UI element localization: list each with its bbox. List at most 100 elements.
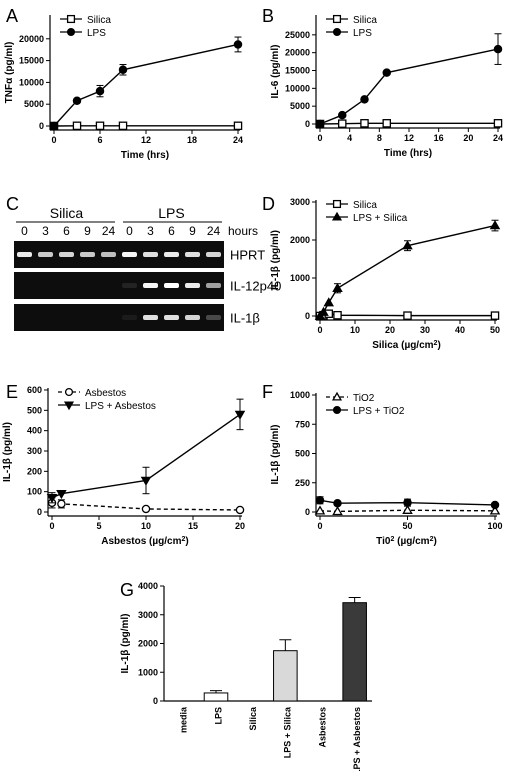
x-tick-label: 8	[377, 133, 382, 143]
data-point	[402, 240, 413, 250]
gel-band	[101, 252, 116, 257]
y-tick-label: 10000	[19, 77, 44, 87]
data-point	[233, 40, 243, 49]
y-tick-label: 15000	[19, 56, 44, 66]
bar	[273, 650, 298, 702]
y-tick-label: 500	[27, 405, 42, 415]
x-tick-label: 15	[188, 521, 198, 531]
y-tick-label: 2000	[138, 639, 158, 649]
x-axis-label-part: Time (hrs)	[384, 148, 432, 159]
legend-label: Silica	[353, 15, 377, 26]
x-tick-label: 20	[385, 325, 395, 335]
y-tick-label: 5000	[24, 99, 44, 109]
legend-marker	[332, 27, 342, 37]
legend-marker	[64, 387, 74, 397]
x-axis-label-part: )	[437, 340, 440, 351]
x-tick-label: 12	[404, 133, 414, 143]
series-line	[51, 502, 241, 511]
data-point	[318, 306, 329, 316]
legend-marker	[331, 391, 343, 401]
x-axis-label-part: Silica (µg/cm	[372, 340, 433, 351]
series-line	[319, 122, 498, 125]
gel-band	[143, 315, 158, 320]
x-axis-label-part: )	[185, 536, 188, 547]
y-tick-label: 100	[27, 487, 42, 497]
data-point	[382, 68, 391, 77]
panel-letter: F	[262, 382, 273, 402]
y-tick-label: 400	[27, 426, 42, 436]
series-line	[319, 509, 496, 513]
unit-label: hours	[228, 224, 258, 238]
legend-marker	[66, 27, 76, 37]
data-point	[235, 505, 245, 515]
chart-panel-a: A 0 5000 10000 15000 20000 0 6 12 18 24 Time (hrs) T…	[4, 6, 243, 161]
gel-band	[143, 283, 158, 288]
data-point	[49, 121, 59, 131]
gel-band	[122, 252, 137, 257]
panel-letter: B	[262, 6, 274, 26]
data-point	[360, 95, 369, 104]
y-tick-label: 1000	[290, 390, 310, 400]
data-point	[402, 504, 413, 514]
y-tick-label: 500	[295, 449, 310, 459]
x-tick-label: 6	[97, 135, 102, 145]
data-point	[493, 44, 503, 54]
data-point	[333, 310, 342, 320]
data-point	[493, 119, 503, 128]
x-tick-label: 5	[96, 521, 101, 531]
chart-panel-d: D 0 1000 2000 3000 0 10 20 30 40 50 Silica (µg/cm2)…	[262, 194, 501, 351]
gel-band	[17, 252, 32, 257]
data-point	[332, 282, 343, 292]
x-axis-label: Time (hrs)	[384, 148, 432, 159]
chart-panel-g: G 0 1000 2000 3000 4000 IL-1β (pg/ml) media LPS S…	[120, 580, 372, 771]
category-label: media	[179, 706, 189, 733]
panel-letter: D	[262, 194, 275, 214]
x-tick-label: 40	[455, 325, 465, 335]
series-line	[319, 224, 496, 317]
legend-marker	[63, 401, 75, 411]
data-point	[57, 499, 66, 509]
timepoint-label: 24	[207, 224, 221, 238]
x-axis-label-part: )	[433, 536, 436, 547]
group-label: LPS	[158, 205, 184, 221]
legend-label: Silica	[353, 200, 377, 211]
data-point	[118, 121, 128, 131]
x-axis-label-part: Ti0	[376, 536, 391, 547]
x-tick-label: 0	[317, 325, 322, 335]
series-line	[319, 499, 496, 506]
data-point	[489, 220, 501, 230]
chart-panel-e: E 0 100 200 300 400 500 600 0 5 10 15 20 Asbestos (µg…	[2, 382, 246, 547]
legend-marker	[332, 405, 342, 415]
x-tick-label: 4	[347, 133, 352, 143]
data-point	[403, 498, 412, 507]
data-point	[337, 110, 347, 120]
series-line	[319, 48, 499, 125]
panel-letter: G	[120, 580, 134, 600]
panel-letter: E	[6, 382, 18, 402]
gel-band	[143, 252, 158, 257]
data-point	[46, 494, 58, 504]
x-tick-label: 16	[434, 133, 444, 143]
data-point	[360, 119, 369, 128]
gel-band	[164, 283, 179, 288]
legend-label: LPS + TiO2	[353, 406, 405, 417]
timepoint-label: 6	[63, 224, 70, 238]
x-tick-label: 24	[493, 133, 503, 143]
panel-letter: C	[6, 194, 19, 214]
x-axis-label: Time (hrs)	[121, 150, 169, 161]
gel-band	[185, 252, 200, 257]
x-tick-label: 0	[49, 521, 54, 531]
data-point	[141, 504, 151, 514]
data-point	[337, 119, 347, 128]
x-axis-label-part: Time (hrs)	[121, 150, 169, 161]
chart-panel-b: B 0 5000 10000 15000 20000 25000 0 4 8 12 16 20 24 Tim…	[262, 6, 503, 159]
y-axis-label: IL-6 (pg/ml)	[270, 45, 281, 99]
x-axis-label: Ti02 (µg/cm2)	[376, 536, 437, 548]
y-tick-label: 0	[39, 121, 44, 131]
x-axis-label-part: Asbestos (µg/cm	[101, 536, 181, 547]
data-point	[72, 96, 82, 105]
legend-marker	[332, 199, 342, 209]
data-point	[323, 297, 335, 307]
category-label: LPS + Asbestos	[352, 707, 362, 771]
gel-row-label: IL-12p40	[230, 279, 281, 294]
